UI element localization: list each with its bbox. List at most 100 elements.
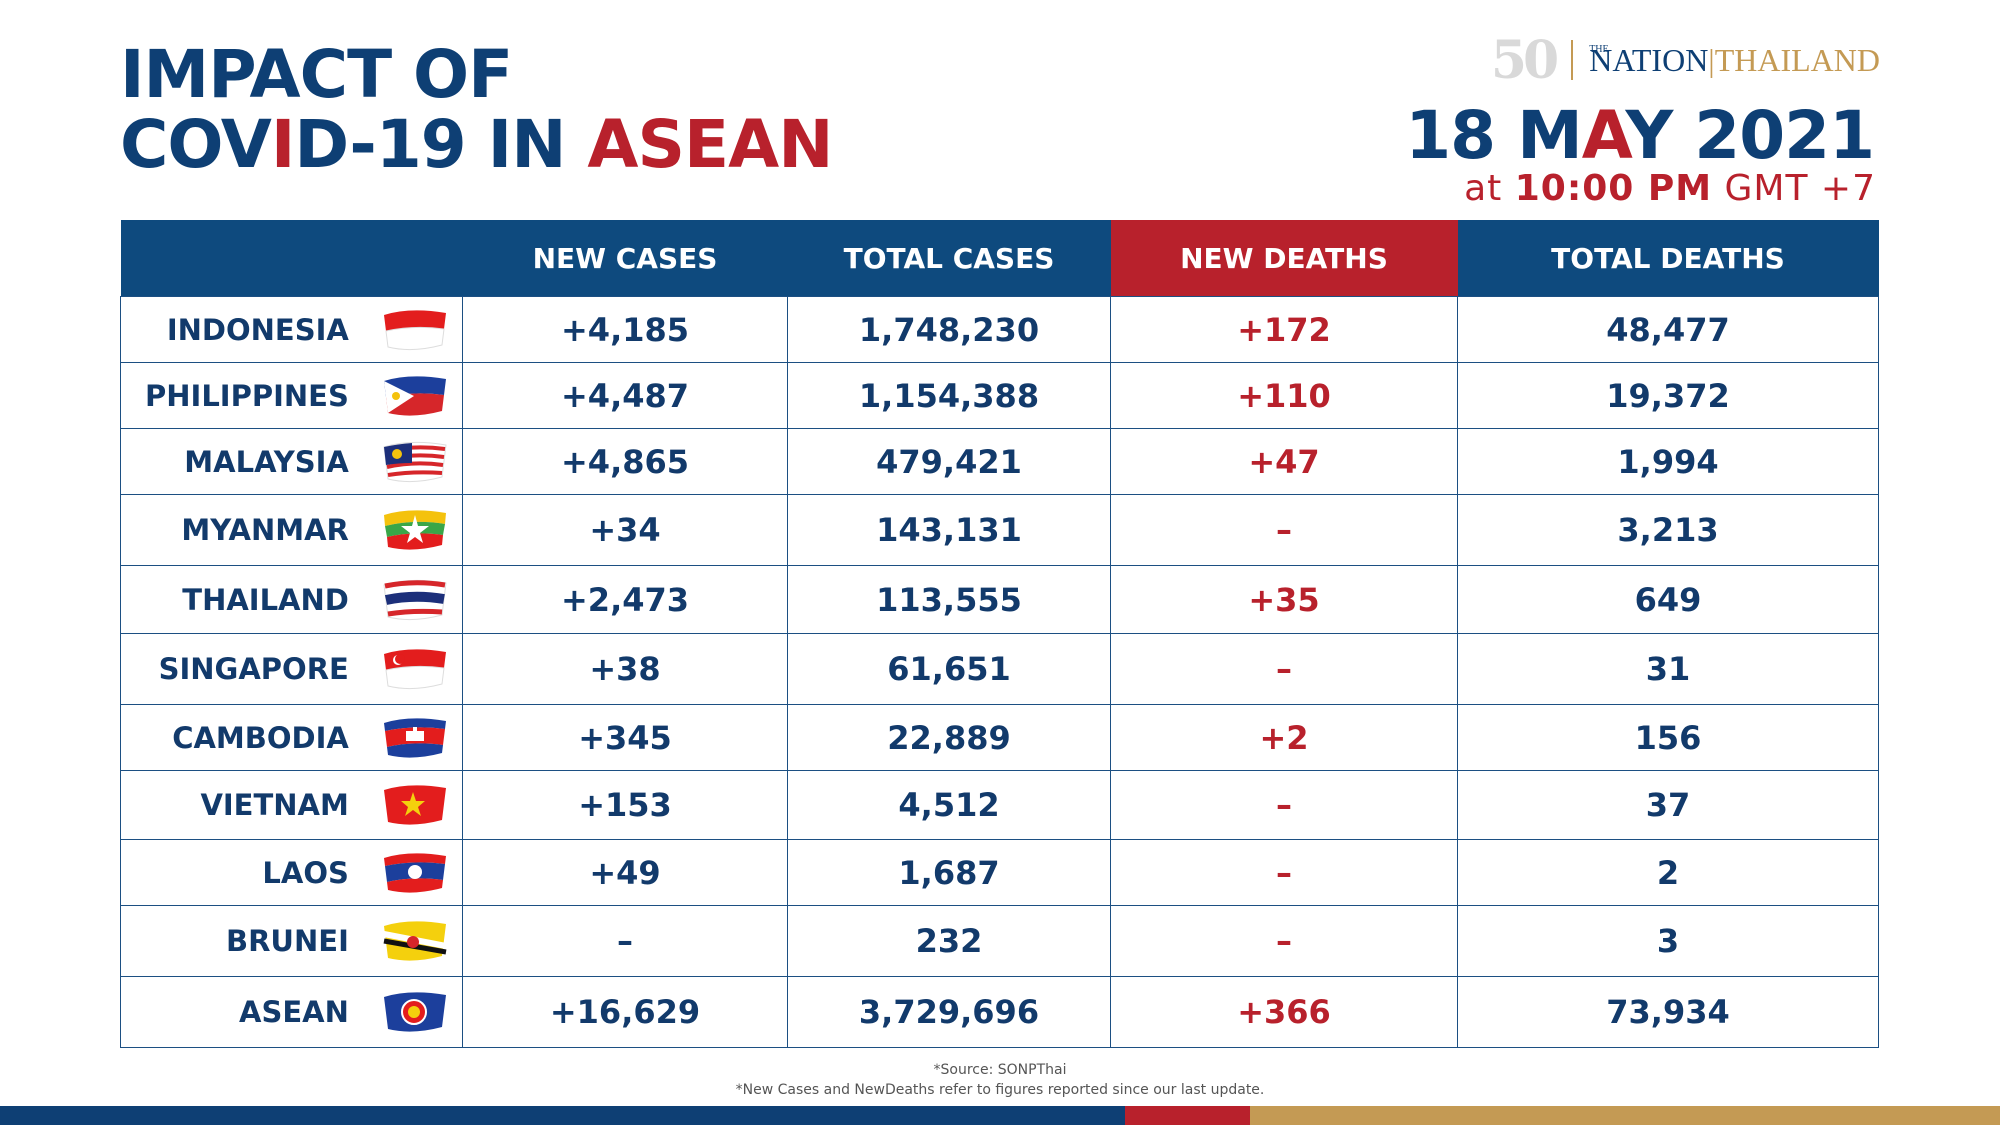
country-cell: THAILAND — [120, 565, 463, 634]
country-name: BRUNEI — [226, 924, 349, 958]
new-deaths-cell: – — [1110, 633, 1458, 705]
table-row: PHILIPPINES +4,487 1,154,388 +110 19,372 — [120, 362, 1879, 429]
header-country — [120, 220, 463, 297]
table-row: CAMBODIA +345 22,889 +2 156 — [120, 704, 1879, 771]
date-part: 18 M — [1405, 97, 1583, 174]
country-cell: SINGAPORE — [120, 633, 463, 705]
malaysia-flag-icon — [383, 441, 447, 482]
philippines-flag-icon — [384, 375, 446, 416]
total-cases-cell: 1,687 — [787, 839, 1111, 906]
header-total-deaths: TOTAL DEATHS — [1457, 220, 1879, 297]
new-deaths-cell: +2 — [1110, 704, 1458, 771]
country-name: CAMBODIA — [172, 720, 349, 755]
country-name: PHILIPPINES — [145, 378, 349, 413]
header-new-deaths: NEW DEATHS — [1110, 220, 1458, 297]
total-deaths-cell: 73,934 — [1457, 976, 1879, 1048]
table-row: MALAYSIA +4,865 479,421 +47 1,994 — [120, 428, 1879, 495]
new-deaths-cell: +110 — [1110, 362, 1458, 429]
footer-bar-navy — [0, 1106, 1125, 1125]
total-cases-cell: 479,421 — [787, 428, 1111, 495]
new-deaths-cell: +172 — [1110, 296, 1458, 363]
country-name: ASEAN — [239, 995, 349, 1029]
report-date: 18 MAY 2021 — [1405, 96, 1875, 176]
covid-stats-table: NEW CASES TOTAL CASES NEW DEATHS TOTAL D… — [120, 220, 1879, 1048]
country-cell: INDONESIA — [120, 296, 463, 363]
title-line-2: COVID-19 IN ASEAN — [120, 110, 833, 180]
new-cases-cell: +153 — [462, 770, 788, 840]
new-deaths-cell: +47 — [1110, 428, 1458, 495]
country-name: INDONESIA — [166, 312, 349, 347]
total-cases-cell: 61,651 — [787, 633, 1111, 705]
new-cases-cell: +34 — [462, 494, 788, 566]
total-deaths-cell: 1,994 — [1457, 428, 1879, 495]
anniversary-mark: 50 — [1490, 29, 1559, 91]
country-cell: LAOS — [120, 839, 463, 906]
source-line: *Source: SONPThai — [933, 1062, 1067, 1078]
country-name: LAOS — [262, 855, 349, 890]
footer-color-bar — [0, 1106, 2000, 1125]
report-time: at 10:00 PM GMT +7 — [1464, 168, 1876, 209]
time-value: 10:00 PM — [1514, 168, 1713, 209]
footer-bar-red — [1125, 1106, 1250, 1125]
logo-divider — [1571, 40, 1574, 80]
table-row: BRUNEI – 232 – 3 — [120, 905, 1879, 977]
total-deaths-cell: 19,372 — [1457, 362, 1879, 429]
total-cases-cell: 113,555 — [787, 565, 1111, 634]
total-cases-cell: 4,512 — [787, 770, 1111, 840]
new-deaths-cell: – — [1110, 905, 1458, 977]
country-name: MYANMAR — [181, 513, 349, 547]
new-cases-cell: +16,629 — [462, 976, 788, 1048]
nation-thailand-logo: 50 THE NATION|THAILAND — [1490, 29, 1880, 91]
date-part: Y 2021 — [1625, 97, 1875, 174]
brunei-flag-icon — [383, 921, 447, 961]
time-at: at — [1464, 168, 1515, 209]
country-cell: VIETNAM — [120, 770, 463, 840]
total-deaths-cell: 2 — [1457, 839, 1879, 906]
page-title: IMPACT OF COVID-19 IN ASEAN — [120, 36, 833, 180]
total-deaths-cell: 3 — [1457, 905, 1879, 977]
country-name: VIETNAM — [200, 788, 349, 822]
vietnam-flag-icon — [384, 785, 446, 825]
total-cases-cell: 232 — [787, 905, 1111, 977]
thailand-flag-icon — [383, 579, 447, 620]
table-row: MYANMAR +34 143,131 – 3,213 — [120, 494, 1879, 566]
footer-bar-gold — [1250, 1106, 2000, 1125]
total-cases-cell: 3,729,696 — [787, 976, 1111, 1048]
total-deaths-cell: 156 — [1457, 704, 1879, 771]
country-cell: ASEAN — [120, 976, 463, 1048]
new-cases-cell: +38 — [462, 633, 788, 705]
table-row: SINGAPORE +38 61,651 – 31 — [120, 633, 1879, 705]
new-cases-cell: – — [462, 905, 788, 977]
new-deaths-cell: – — [1110, 839, 1458, 906]
country-name: MALAYSIA — [184, 444, 349, 479]
new-cases-cell: +2,473 — [462, 565, 788, 634]
title-part: D-19 IN — [294, 106, 588, 183]
header-total-cases: TOTAL CASES — [787, 220, 1111, 297]
date-accent: A — [1581, 97, 1627, 174]
table-header-row: NEW CASES TOTAL CASES NEW DEATHS TOTAL D… — [120, 220, 1879, 297]
table-row: INDONESIA +4,185 1,748,230 +172 48,477 — [120, 296, 1879, 363]
total-cases-cell: 22,889 — [787, 704, 1111, 771]
total-cases-cell: 1,154,388 — [787, 362, 1111, 429]
logo-the: THE — [1589, 44, 1609, 55]
total-cases-cell: 1,748,230 — [787, 296, 1111, 363]
singapore-flag-icon — [384, 649, 446, 690]
table-row: LAOS +49 1,687 – 2 — [120, 839, 1879, 906]
time-zone: GMT +7 — [1712, 168, 1876, 209]
total-deaths-cell: 3,213 — [1457, 494, 1879, 566]
country-cell: CAMBODIA — [120, 704, 463, 771]
total-deaths-cell: 37 — [1457, 770, 1879, 840]
new-cases-cell: +4,865 — [462, 428, 788, 495]
source-note: *Source: SONPThai *New Cases and NewDeat… — [0, 1060, 2000, 1100]
country-cell: PHILIPPINES — [120, 362, 463, 429]
cambodia-flag-icon — [384, 717, 446, 758]
new-deaths-cell: – — [1110, 494, 1458, 566]
new-cases-cell: +4,487 — [462, 362, 788, 429]
logo-thailand: THAILAND — [1714, 42, 1880, 78]
country-name: SINGAPORE — [158, 652, 349, 686]
country-cell: MALAYSIA — [120, 428, 463, 495]
total-deaths-cell: 649 — [1457, 565, 1879, 634]
new-cases-cell: +49 — [462, 839, 788, 906]
title-line-1: IMPACT OF — [120, 36, 513, 113]
new-cases-cell: +345 — [462, 704, 788, 771]
